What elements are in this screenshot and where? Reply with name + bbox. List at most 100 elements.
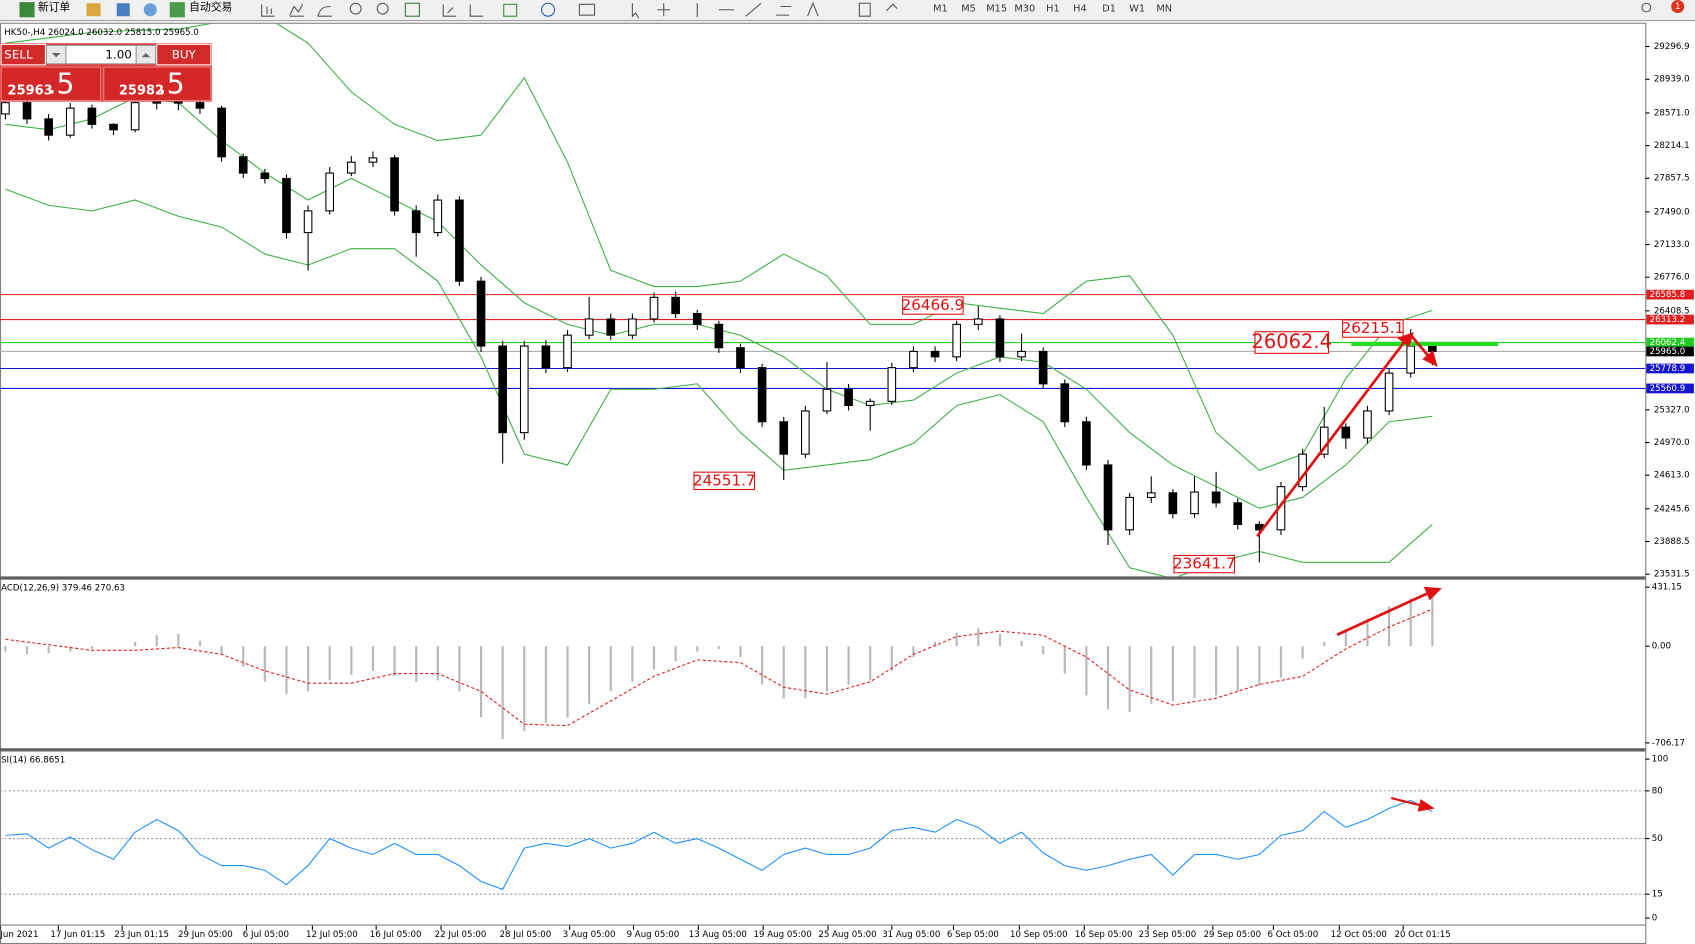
arrow-head	[1397, 331, 1414, 348]
candle-body	[692, 313, 702, 325]
candle-body	[844, 388, 853, 406]
candle-body	[952, 323, 962, 358]
candle-body	[822, 388, 832, 412]
candle-body	[346, 161, 356, 174]
buy-button[interactable]	[156, 43, 212, 66]
candle-body	[1017, 350, 1026, 358]
auto-trading-button[interactable]: 自动交易	[189, 0, 232, 14]
price-tick-label: 27857.5	[1654, 174, 1690, 184]
price-annotation: 26466.9	[902, 296, 965, 314]
buy-label[interactable]: BUY	[172, 48, 197, 62]
candle-body	[1190, 491, 1199, 515]
candle-body	[174, 101, 183, 104]
tool-icon[interactable]	[289, 4, 304, 17]
lots-value[interactable]: 1.00	[105, 48, 131, 62]
new-order-icon[interactable]	[19, 2, 35, 18]
lots-up-icon	[141, 52, 151, 58]
candle-body	[649, 296, 659, 320]
toolbar-icon[interactable]	[143, 3, 157, 17]
tool-icon[interactable]	[317, 5, 332, 17]
tool-icon[interactable]	[469, 4, 484, 17]
chart-border	[0, 22, 1647, 944]
tool-icon[interactable]	[503, 3, 518, 17]
price-tick-label: 27490.0	[1654, 207, 1690, 217]
bid-box[interactable]	[0, 66, 102, 102]
candle-body	[973, 318, 983, 325]
candle-body	[1, 102, 10, 115]
timeframe-button[interactable]: M15	[986, 4, 1007, 15]
search-icon[interactable]	[1641, 2, 1652, 13]
macd-arrow	[1336, 592, 1428, 636]
timeframe-button[interactable]: M1	[933, 4, 948, 15]
price-annotation-box	[1173, 554, 1236, 574]
timeframe-button[interactable]: D1	[1102, 4, 1116, 15]
price-tick-label: 24245.6	[1654, 504, 1690, 514]
candle-body	[671, 296, 680, 315]
macd-tick-label: 0.00	[1652, 642, 1671, 652]
candle-body	[865, 400, 875, 406]
price-annotation: 26062.4	[1252, 330, 1332, 353]
timeframe-button[interactable]: M30	[1014, 4, 1035, 15]
notification-badge[interactable]	[1671, 0, 1685, 13]
price-tick-label: 23531.5	[1654, 570, 1690, 580]
price-tick-label: 26408.5	[1654, 306, 1690, 316]
timeframe-button[interactable]: H4	[1073, 4, 1086, 15]
ask-main[interactable]: 25982	[119, 83, 164, 98]
macd-label: ACD(12,26,9) 379.46 270.63	[1, 584, 125, 594]
new-order-button[interactable]: 新订单	[38, 0, 71, 14]
candle-body	[195, 102, 205, 109]
date-label: 16 Jul 05:00	[370, 930, 422, 940]
candle-body	[1233, 502, 1243, 525]
candle-body	[390, 157, 399, 212]
sell-button[interactable]	[0, 43, 46, 66]
auto-trading-icon[interactable]	[169, 2, 185, 18]
price-tick-label: 28214.1	[1654, 141, 1690, 151]
rsi-label: SI(14) 66.8651	[1, 756, 65, 766]
candle-body	[887, 367, 897, 402]
ask-fraction[interactable]: .5	[158, 67, 185, 100]
toolbar-icon[interactable]	[116, 3, 130, 17]
candle-body	[757, 367, 767, 423]
date-label: 20 Oct 01:15	[1394, 930, 1450, 940]
tool-icon[interactable]	[442, 4, 457, 17]
candle-body	[303, 210, 313, 234]
timeframes: M1 M5 M15 M30 H1 H4 D1 W1 MN	[933, 4, 1172, 15]
tool-icon[interactable]	[404, 2, 420, 17]
date-label: 6 Jul 05:00	[243, 930, 289, 940]
sell-label[interactable]: SELL	[4, 48, 33, 62]
candle-body	[714, 323, 724, 349]
timeframe-button[interactable]: M5	[961, 4, 976, 15]
timeframe-button[interactable]: H1	[1046, 4, 1059, 15]
candle-body	[1146, 492, 1156, 498]
rsi-panel	[0, 790, 1646, 895]
tool-icon[interactable]	[541, 2, 556, 17]
candle-body	[368, 157, 378, 163]
rsi-tick-label: 100	[1652, 755, 1668, 765]
date-label: 10 Sep 05:00	[1010, 930, 1068, 940]
price-tick-label: 26776.0	[1654, 273, 1690, 283]
tool-icon[interactable]	[261, 4, 275, 17]
price-annotation-box	[902, 296, 964, 315]
price-tick-label: 28939.0	[1654, 75, 1690, 85]
toolbar-icon[interactable]	[86, 3, 101, 17]
ask-box[interactable]	[103, 66, 212, 102]
tool-icon[interactable]	[349, 2, 362, 15]
rsi-tick-label: 15	[1652, 890, 1663, 900]
tool-icon[interactable]	[578, 3, 596, 16]
tool-icon[interactable]	[376, 2, 389, 15]
price-tick-label: 23888.5	[1654, 537, 1690, 547]
timeframe-button[interactable]: W1	[1129, 4, 1145, 15]
bid-fraction[interactable]: .5	[48, 67, 75, 100]
candle-body	[282, 177, 291, 234]
candle-body	[260, 172, 270, 180]
price-annotation: 23641.7	[1173, 555, 1236, 573]
tool-icon[interactable]	[631, 1, 898, 19]
date-label: 12 Jul 05:00	[306, 930, 358, 940]
date-label: 29 Sep 05:00	[1204, 930, 1262, 940]
timeframe-button[interactable]: MN	[1156, 4, 1172, 15]
date-label: 6 Sep 05:00	[947, 930, 999, 940]
rsi-arrow	[1390, 796, 1422, 807]
bid-main[interactable]: 25963	[8, 83, 53, 98]
date-label: 22 Jul 05:00	[435, 930, 487, 940]
